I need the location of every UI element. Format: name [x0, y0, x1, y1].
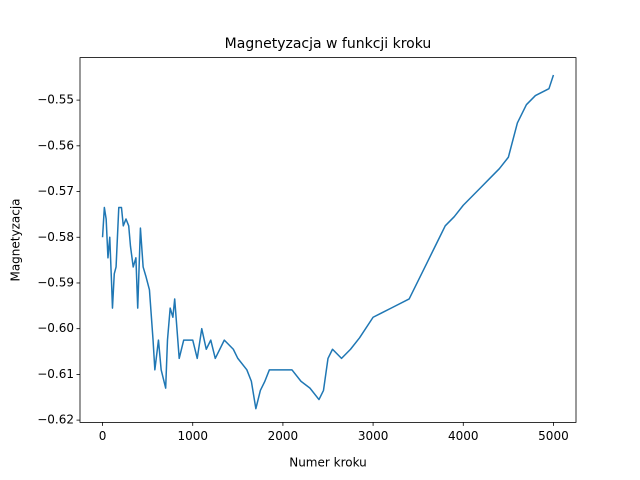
x-tick-label: 3000	[358, 429, 389, 443]
y-tick-label: −0.59	[37, 275, 74, 289]
y-tick-label: −0.60	[37, 321, 74, 335]
y-tick-label: −0.57	[37, 184, 74, 198]
data-line	[101, 74, 555, 410]
x-tick-label: 2000	[268, 429, 299, 443]
x-axis-label: Numer kroku	[289, 456, 367, 470]
x-tick-label: 5000	[538, 429, 569, 443]
y-tick-label: −0.61	[37, 367, 74, 381]
y-axis-label: Magnetyzacja	[9, 198, 23, 281]
x-tick-label: 0	[99, 429, 107, 443]
x-tick-label: 1000	[177, 429, 208, 443]
chart-title: Magnetyzacja w funkcji kroku	[225, 36, 432, 52]
y-tick-label: −0.56	[37, 138, 74, 152]
x-tick-label: 4000	[448, 429, 479, 443]
y-tick-label: −0.58	[37, 230, 74, 244]
plot-frame	[79, 57, 577, 423]
y-tick-label: −0.62	[37, 413, 74, 427]
y-tick-label: −0.55	[37, 93, 74, 107]
